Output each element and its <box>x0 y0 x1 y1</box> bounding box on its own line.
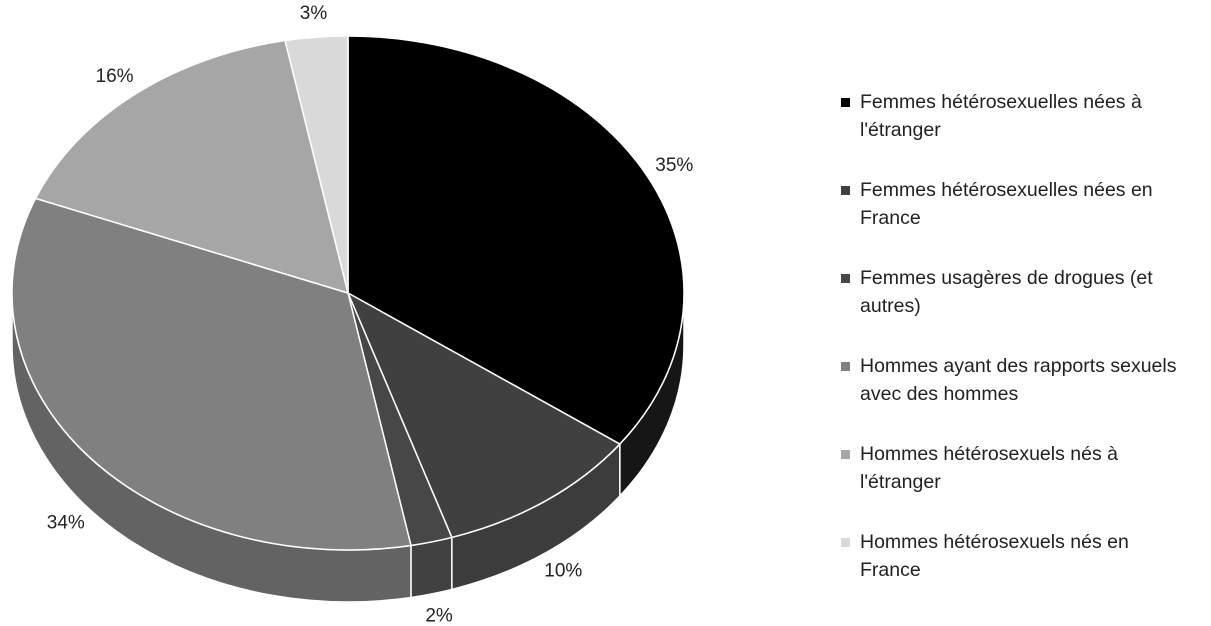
legend-label: Hommes hétérosexuels nés en France <box>860 531 1129 581</box>
legend-swatch <box>841 450 850 459</box>
slice <box>34 39 350 295</box>
legend: Femmes hétérosexuelles nées à l'étranger… <box>838 88 1193 616</box>
legend-swatch <box>841 538 850 547</box>
legend-swatch <box>841 274 850 283</box>
legend-item: Hommes ayant des rapports sexuels avec d… <box>838 352 1193 440</box>
slice <box>347 35 685 445</box>
legend-swatch <box>841 98 850 107</box>
data-label: 10% <box>544 561 582 582</box>
data-label: 2% <box>425 605 453 626</box>
pie-chart: 35% 10% 2% 34% 16% 3% <box>11 3 693 626</box>
slice-side <box>410 536 453 599</box>
legend-label: Femmes hétérosexuelles nées à l'étranger <box>860 91 1142 141</box>
data-label: 35% <box>655 155 693 176</box>
legend-item: Femmes hétérosexuelles nées à l'étranger <box>838 88 1193 176</box>
legend-item: Femmes hétérosexuelles nées en France <box>838 176 1193 264</box>
legend-item: Hommes hétérosexuels nés à l'étranger <box>838 440 1193 528</box>
legend-label: Femmes hétérosexuelles nées en France <box>860 179 1153 229</box>
legend-item: Femmes usagères de drogues (et autres) <box>838 264 1193 352</box>
legend-swatch <box>841 362 850 371</box>
slice <box>11 197 412 551</box>
data-label: 16% <box>96 66 134 87</box>
legend-swatch <box>841 186 850 195</box>
legend-label: Femmes usagères de drogues (et autres) <box>860 267 1153 317</box>
slice <box>284 35 349 294</box>
slice <box>346 291 622 539</box>
legend-item: Hommes hétérosexuels nés en France <box>838 528 1193 616</box>
data-label: 3% <box>300 3 328 24</box>
legend-label: Hommes hétérosexuels nés à l'étranger <box>860 443 1118 493</box>
data-label: 34% <box>47 513 85 534</box>
legend-label: Hommes ayant des rapports sexuels avec d… <box>860 355 1177 405</box>
